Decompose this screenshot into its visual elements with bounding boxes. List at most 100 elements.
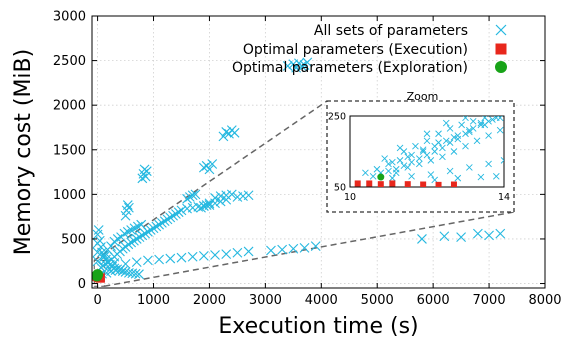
- x-stroke: [131, 257, 142, 268]
- point-all-parameters: [120, 259, 131, 269]
- x-stroke: [198, 162, 209, 173]
- x-stroke: [187, 190, 198, 201]
- point-all-parameters: [130, 268, 141, 279]
- x-stroke: [423, 151, 431, 159]
- inset-point-all: [381, 155, 388, 162]
- x-stroke: [148, 223, 159, 234]
- x-stroke: [466, 164, 473, 171]
- x-tick-label: 0: [93, 293, 101, 308]
- x-stroke: [120, 259, 131, 269]
- x-stroke: [112, 264, 123, 275]
- inset-point-all: [369, 173, 377, 180]
- point-all-parameters: [226, 189, 237, 200]
- inset-point-all: [454, 132, 462, 139]
- x-stroke: [392, 169, 400, 177]
- x-stroke: [385, 167, 392, 175]
- point-all-parameters: [154, 254, 165, 265]
- point-all-parameters: [296, 61, 307, 71]
- x-stroke: [446, 139, 454, 146]
- point-all-parameters: [112, 264, 123, 275]
- inset-point-all: [423, 137, 431, 145]
- x-stroke: [431, 148, 439, 155]
- x-stroke: [140, 228, 151, 239]
- inset-point-all: [408, 158, 415, 166]
- x-stroke: [400, 148, 408, 155]
- inset-point-execution: [366, 180, 373, 187]
- inset-point-all: [439, 144, 446, 152]
- legend-marker-execution: [495, 43, 507, 55]
- x-stroke: [145, 225, 156, 235]
- inset-point-all: [385, 160, 392, 168]
- x-stroke: [408, 173, 415, 180]
- point-all-parameters: [302, 57, 313, 68]
- x-stroke: [423, 130, 431, 138]
- x-stroke: [187, 251, 198, 262]
- x-tick-label: 7000: [473, 293, 506, 308]
- inset-point-all: [466, 128, 473, 136]
- x-stroke: [417, 234, 427, 244]
- point-all-parameters: [201, 200, 212, 210]
- inset-point-all: [485, 132, 492, 139]
- point-all-parameters: [243, 190, 254, 201]
- x-stroke: [136, 219, 147, 230]
- x-stroke: [282, 61, 293, 71]
- inset-marks: [354, 116, 504, 187]
- x-stroke: [435, 139, 442, 146]
- inset-point-execution: [354, 180, 361, 187]
- x-stroke: [176, 252, 187, 263]
- point-all-parameters: [131, 234, 142, 244]
- inset-point-all: [431, 148, 439, 155]
- inset-point-all: [404, 153, 412, 161]
- point-all-parameters: [277, 244, 288, 255]
- x-stroke: [170, 209, 181, 219]
- inset-point-all: [446, 139, 454, 146]
- inset-point-all: [419, 146, 427, 154]
- inset-point-all: [396, 157, 404, 164]
- x-stroke: [404, 164, 412, 171]
- inset-point-all: [408, 173, 415, 180]
- x-stroke: [389, 174, 396, 182]
- x-stroke: [419, 146, 427, 154]
- point-all-parameters: [129, 235, 139, 246]
- x-stroke: [492, 116, 499, 122]
- point-all-parameters: [484, 230, 494, 241]
- inset-plot-frame: [349, 115, 505, 188]
- point-all-parameters: [112, 234, 123, 244]
- x-stroke: [415, 160, 423, 168]
- point-all-parameters: [184, 192, 195, 202]
- x-stroke: [92, 256, 103, 267]
- point-all-parameters: [154, 219, 165, 230]
- x-tick-label: 8000: [528, 293, 561, 308]
- x-stroke: [291, 62, 302, 73]
- inset-point-all: [392, 169, 400, 177]
- x-stroke: [165, 253, 176, 264]
- x-stroke: [196, 202, 206, 213]
- point-all-parameters: [168, 210, 178, 221]
- point-all-parameters: [210, 193, 220, 203]
- point-all-parameters: [218, 131, 229, 142]
- point-all-parameters: [151, 221, 162, 232]
- x-stroke: [288, 243, 299, 254]
- y-tick-label: 1000: [53, 188, 86, 203]
- x-stroke: [495, 24, 507, 36]
- point-all-parameters: [141, 166, 152, 177]
- x-stroke: [266, 245, 276, 256]
- x-stroke: [427, 157, 435, 164]
- x-axis-title: Execution time (s): [218, 314, 418, 339]
- inset-point-all: [466, 126, 473, 134]
- y-axis-ticks: 0 500 1000 1500 2000 2500 3000: [53, 10, 545, 292]
- point-all-parameters: [170, 209, 181, 219]
- x-stroke: [92, 247, 103, 258]
- x-stroke: [495, 228, 506, 239]
- inset-point-all: [435, 139, 442, 146]
- x-stroke: [299, 242, 310, 253]
- x-stroke: [100, 259, 111, 269]
- inset-point-execution: [404, 181, 411, 187]
- x-stroke: [110, 265, 121, 276]
- x-stroke: [131, 234, 142, 244]
- x-stroke: [123, 239, 134, 250]
- inset-point-all: [446, 125, 454, 132]
- point-all-parameters: [299, 242, 310, 253]
- x-stroke: [210, 193, 220, 203]
- inset-point-execution: [420, 181, 427, 187]
